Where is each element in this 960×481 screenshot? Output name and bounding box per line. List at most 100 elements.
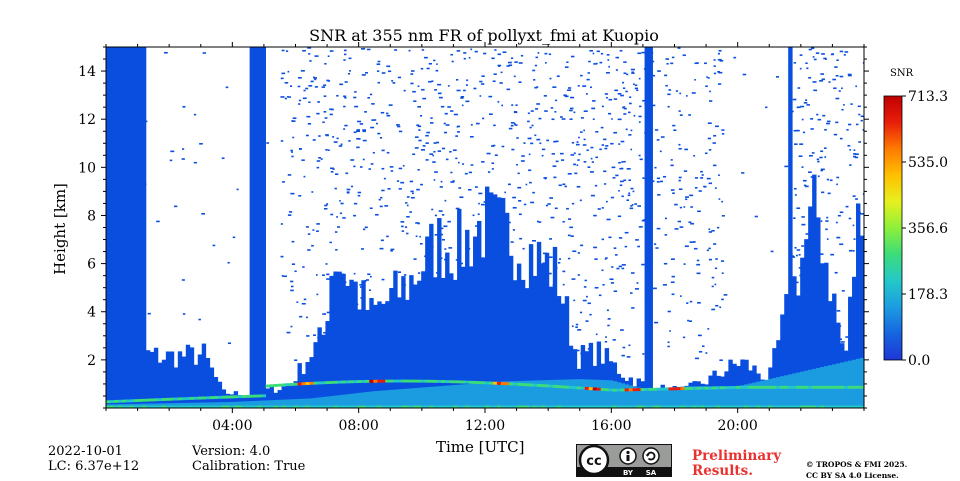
signal-column [289, 383, 294, 408]
noise-pixel [440, 105, 445, 108]
noise-pixel [801, 223, 806, 226]
noise-pixel [513, 75, 516, 78]
noise-pixel [415, 222, 420, 224]
surface-cell [508, 405, 514, 408]
noise-pixel [626, 168, 631, 170]
noise-pixel [501, 145, 505, 148]
noise-pixel [485, 277, 490, 280]
boundary-layer-cell [792, 373, 797, 408]
noise-pixel [335, 249, 338, 251]
noise-pixel [316, 112, 320, 115]
noise-pixel [843, 104, 845, 106]
noise-pixel [327, 55, 330, 58]
high-snr-cell [536, 384, 542, 387]
noise-pixel [645, 350, 649, 352]
noise-pixel [362, 139, 367, 142]
noise-pixel [659, 180, 663, 183]
noise-pixel [657, 194, 661, 196]
noise-pixel [542, 305, 545, 308]
noise-pixel [835, 221, 838, 224]
noise-pixel [630, 148, 633, 151]
high-snr-cell [516, 382, 522, 386]
noise-pixel [583, 286, 587, 288]
boundary-layer-cell [556, 379, 562, 408]
noise-pixel [529, 137, 532, 140]
noise-pixel [212, 244, 216, 247]
surface-cell [129, 405, 135, 408]
high-snr-cell [608, 388, 614, 392]
high-snr-cell [556, 385, 562, 389]
noise-pixel [313, 76, 315, 79]
noise-pixel [653, 287, 657, 290]
noise-pixel [353, 165, 356, 168]
noise-pixel [469, 135, 474, 138]
noise-pixel [478, 316, 482, 318]
signal-column [800, 257, 805, 408]
high-snr-cell [309, 381, 314, 385]
high-snr-cell [417, 379, 422, 383]
noise-pixel [413, 258, 417, 260]
noise-pixel [356, 146, 360, 149]
boundary-layer-cell [241, 401, 247, 408]
noise-pixel [290, 149, 293, 152]
noise-pixel [446, 320, 450, 323]
high-snr-cell [481, 381, 486, 385]
noise-pixel [821, 78, 825, 81]
noise-pixel [473, 87, 477, 90]
noise-pixel [713, 59, 716, 61]
noise-pixel [808, 211, 813, 213]
signal-column [261, 47, 266, 408]
noise-pixel [515, 104, 518, 106]
signal-column [377, 301, 382, 408]
boundary-layer-cell [636, 387, 641, 408]
noise-pixel [360, 297, 364, 299]
noise-pixel [860, 119, 863, 122]
noise-pixel [603, 170, 607, 173]
noise-pixel [316, 223, 320, 225]
high-snr-cell [580, 386, 586, 390]
signal-column [848, 296, 853, 408]
noise-pixel [577, 85, 580, 87]
boundary-layer-cell [273, 400, 278, 408]
high-snr-cell [197, 396, 203, 400]
noise-pixel [440, 180, 443, 183]
boundary-layer-cell [568, 379, 574, 408]
noise-pixel [706, 76, 708, 78]
noise-pixel [289, 85, 293, 87]
boundary-layer-cell [485, 382, 490, 408]
boundary-layer-cell [365, 391, 370, 408]
signal-column [237, 395, 243, 408]
noise-pixel [403, 89, 406, 92]
noise-pixel [679, 114, 683, 116]
boundary-layer-cell [445, 385, 450, 408]
surface-cell [576, 405, 582, 408]
noise-pixel [664, 217, 667, 220]
noise-pixel [452, 149, 457, 152]
noise-pixel [397, 76, 402, 79]
noise-pixel [489, 234, 491, 237]
noise-pixel [575, 143, 580, 146]
high-snr-cell [381, 379, 386, 383]
noise-pixel [560, 159, 565, 161]
noise-pixel [571, 202, 575, 205]
noise-pixel [822, 114, 826, 117]
noise-pixel [686, 95, 688, 97]
boundary-layer-cell [173, 403, 179, 408]
noise-pixel [656, 177, 661, 180]
high-snr-cell [704, 386, 709, 390]
signal-column [341, 273, 346, 408]
boundary-layer-cell [325, 396, 330, 408]
noise-pixel [306, 316, 308, 319]
high-snr-cell [740, 385, 745, 389]
noise-pixel [805, 62, 808, 65]
boundary-layer-cell [245, 401, 251, 408]
noise-pixel [426, 67, 430, 70]
noise-pixel [564, 185, 567, 188]
noise-pixel [579, 199, 582, 202]
boundary-layer-cell [181, 402, 187, 408]
noise-pixel [815, 52, 820, 54]
noise-pixel [523, 309, 528, 311]
noise-pixel [675, 90, 679, 92]
surface-cell [728, 405, 733, 408]
high-snr-cell [257, 394, 262, 398]
